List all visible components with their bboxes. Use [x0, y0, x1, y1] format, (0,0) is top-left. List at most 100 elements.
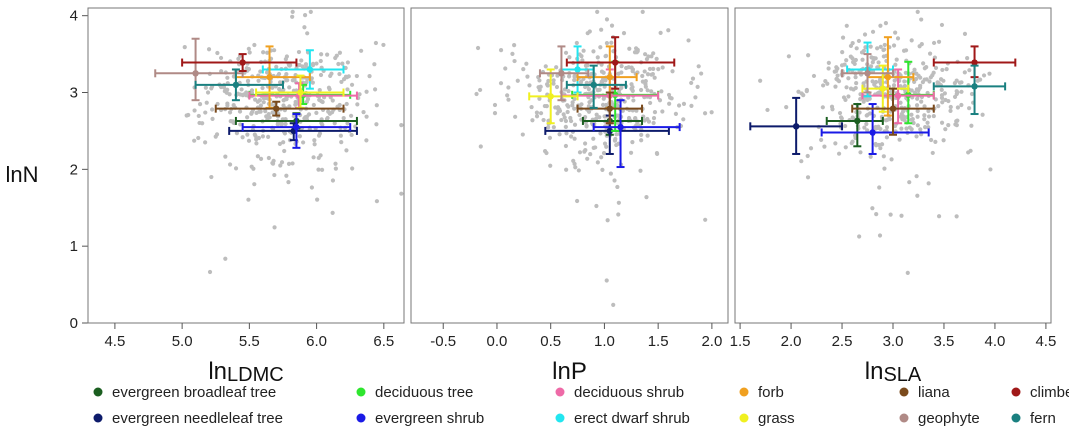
cloud-point — [843, 123, 848, 129]
cloud-point — [595, 55, 600, 60]
cloud-point — [566, 74, 572, 79]
legend-item-evergreen-broadleaf-tree: evergreen broadleaf tree — [93, 384, 276, 401]
mean-point — [792, 123, 800, 130]
cloud-point — [840, 50, 845, 55]
cloud-point — [633, 46, 639, 51]
cloud-point — [290, 9, 295, 14]
cloud-point — [902, 79, 907, 84]
cloud-point — [349, 132, 354, 138]
cloud-point — [917, 85, 923, 90]
cloud-point — [853, 57, 858, 63]
cloud-point — [345, 121, 350, 126]
cloud-point — [861, 81, 866, 86]
cloud-point — [893, 62, 898, 67]
mean-point — [869, 129, 876, 136]
cloud-point — [305, 31, 310, 36]
mean-point — [617, 123, 624, 131]
cloud-point — [938, 77, 944, 82]
cloud-point — [915, 123, 920, 128]
cloud-point — [936, 39, 942, 44]
cloud-point — [804, 87, 809, 93]
cloud-point — [317, 131, 323, 136]
cloud-point — [240, 93, 245, 98]
cloud-point — [596, 87, 601, 93]
cloud-point — [245, 115, 250, 120]
group-mean-evergreen-shrub — [820, 103, 930, 155]
cloud-point — [642, 118, 647, 123]
cloud-point — [246, 46, 251, 51]
cloud-point — [872, 82, 877, 87]
cloud-point — [703, 217, 708, 222]
cloud-point — [877, 185, 882, 190]
cloud-point — [670, 69, 675, 74]
cloud-point — [860, 57, 865, 62]
cloud-point — [914, 103, 920, 108]
cloud-point — [566, 88, 571, 94]
cloud-point — [600, 102, 606, 107]
cloud-point — [922, 117, 927, 122]
cloud-point — [946, 123, 951, 128]
cloud-point — [583, 63, 589, 68]
cloud-point — [344, 101, 349, 107]
cloud-point — [474, 91, 479, 97]
cloud-point — [604, 278, 609, 283]
cloud-point — [630, 88, 635, 93]
x-axis-label: lnP — [552, 358, 587, 385]
cloud-point — [478, 144, 483, 149]
mean-point — [884, 73, 892, 81]
x-tick-label: 0.0 — [487, 333, 508, 350]
cloud-point — [841, 95, 847, 100]
legend-label: evergreen needleleaf tree — [112, 410, 283, 427]
cloud-point — [312, 142, 317, 147]
cloud-point — [223, 154, 228, 159]
cloud-point — [599, 27, 604, 32]
cloud-point — [312, 138, 317, 143]
cloud-point — [372, 62, 377, 67]
cloud-point — [345, 60, 350, 65]
y-tick-label: 0 — [70, 315, 78, 332]
cloud-point — [616, 71, 621, 76]
cloud-point — [270, 85, 275, 90]
cloud-point — [911, 120, 916, 126]
cloud-point — [942, 91, 947, 96]
cloud-point — [758, 78, 763, 83]
cloud-point — [577, 112, 582, 118]
cloud-point — [905, 270, 910, 275]
cloud-point — [266, 155, 271, 161]
cloud-point — [566, 104, 571, 109]
cloud-point — [850, 56, 855, 61]
cloud-point — [878, 146, 883, 151]
cloud-point — [290, 14, 295, 19]
cloud-point — [272, 225, 277, 230]
cloud-point — [645, 72, 651, 77]
legend-swatch — [899, 413, 909, 423]
mean-point — [864, 70, 871, 77]
cloud-point — [588, 152, 593, 157]
group-mean-liana — [576, 91, 644, 125]
cloud-point — [852, 61, 857, 67]
cloud-point — [878, 44, 883, 49]
cloud-point — [865, 128, 870, 133]
cloud-point — [914, 134, 919, 139]
cloud-point — [651, 66, 656, 71]
cloud-point — [957, 80, 963, 85]
cloud-point — [543, 64, 548, 69]
cloud-point — [584, 124, 589, 129]
cloud-point — [555, 73, 560, 78]
cloud-point — [330, 98, 335, 103]
cloud-point — [589, 71, 594, 77]
cloud-point — [868, 44, 873, 49]
cloud-point — [290, 161, 295, 166]
cloud-point — [233, 166, 239, 171]
cloud-point — [554, 65, 559, 70]
legend-label: liana — [918, 384, 950, 401]
x-tick-label: 5.0 — [172, 333, 193, 350]
cloud-point — [364, 114, 369, 119]
cloud-point — [864, 121, 869, 127]
cloud-point — [825, 81, 830, 86]
mean-point — [273, 105, 280, 112]
cloud-point — [572, 122, 578, 127]
legend-swatch — [356, 387, 366, 397]
cloud-point — [521, 67, 526, 72]
cloud-point — [564, 131, 569, 136]
